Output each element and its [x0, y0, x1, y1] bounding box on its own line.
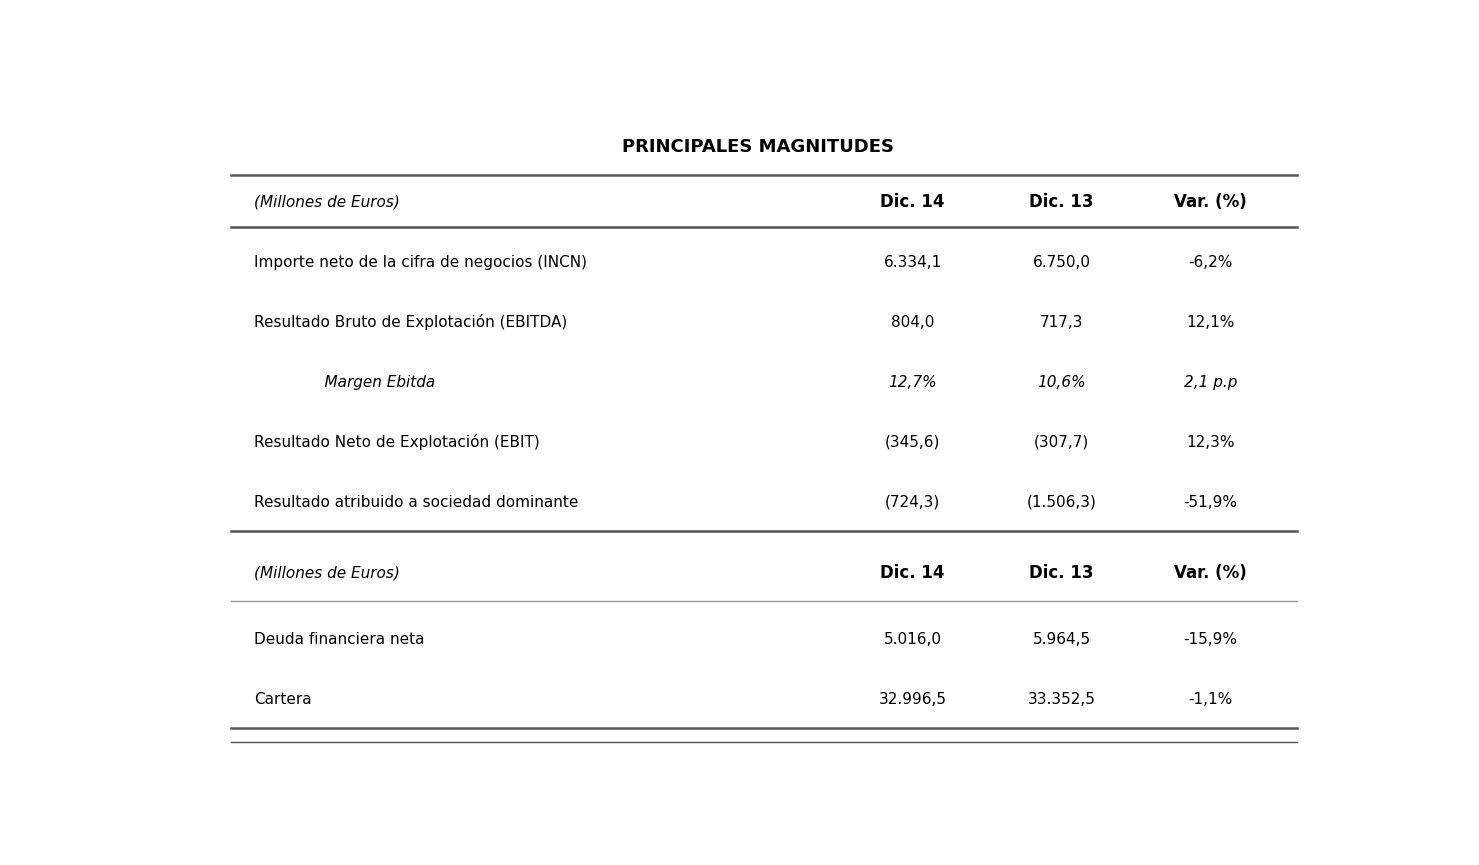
Text: 33.352,5: 33.352,5: [1028, 692, 1096, 707]
Text: (345,6): (345,6): [884, 434, 941, 450]
Text: Dic. 14: Dic. 14: [880, 564, 945, 582]
Text: Resultado Neto de Explotación (EBIT): Resultado Neto de Explotación (EBIT): [254, 434, 540, 450]
Text: 804,0: 804,0: [890, 315, 935, 330]
Text: PRINCIPALES MAGNITUDES: PRINCIPALES MAGNITUDES: [623, 138, 893, 156]
Text: Deuda financiera neta: Deuda financiera neta: [254, 632, 424, 647]
Text: Resultado atribuido a sociedad dominante: Resultado atribuido a sociedad dominante: [254, 495, 578, 509]
Text: -15,9%: -15,9%: [1183, 632, 1238, 647]
Text: Margen Ebitda: Margen Ebitda: [305, 375, 435, 390]
Text: 32.996,5: 32.996,5: [879, 692, 947, 707]
Text: 6.334,1: 6.334,1: [883, 255, 942, 270]
Text: Dic. 14: Dic. 14: [880, 194, 945, 211]
Text: 5.016,0: 5.016,0: [884, 632, 942, 647]
Text: Cartera: Cartera: [254, 692, 311, 707]
Text: Var. (%): Var. (%): [1174, 194, 1247, 211]
Text: Resultado Bruto de Explotación (EBITDA): Resultado Bruto de Explotación (EBITDA): [254, 314, 566, 330]
Text: 5.964,5: 5.964,5: [1032, 632, 1092, 647]
Text: (Millones de Euros): (Millones de Euros): [254, 566, 399, 580]
Text: 10,6%: 10,6%: [1037, 375, 1086, 390]
Text: Var. (%): Var. (%): [1174, 564, 1247, 582]
Text: 6.750,0: 6.750,0: [1032, 255, 1090, 270]
Text: 2,1 p.p: 2,1 p.p: [1185, 375, 1238, 390]
Text: -51,9%: -51,9%: [1183, 495, 1238, 509]
Text: -6,2%: -6,2%: [1189, 255, 1233, 270]
Text: 12,3%: 12,3%: [1186, 434, 1235, 450]
Text: 717,3: 717,3: [1040, 315, 1084, 330]
Text: -1,1%: -1,1%: [1189, 692, 1233, 707]
Text: Importe neto de la cifra de negocios (INCN): Importe neto de la cifra de negocios (IN…: [254, 255, 587, 270]
Text: (Millones de Euros): (Millones de Euros): [254, 195, 399, 210]
Text: Dic. 13: Dic. 13: [1029, 564, 1094, 582]
Text: (724,3): (724,3): [884, 495, 941, 509]
Text: (307,7): (307,7): [1034, 434, 1090, 450]
Text: 12,7%: 12,7%: [889, 375, 938, 390]
Text: 12,1%: 12,1%: [1186, 315, 1235, 330]
Text: (1.506,3): (1.506,3): [1026, 495, 1096, 509]
Text: Dic. 13: Dic. 13: [1029, 194, 1094, 211]
